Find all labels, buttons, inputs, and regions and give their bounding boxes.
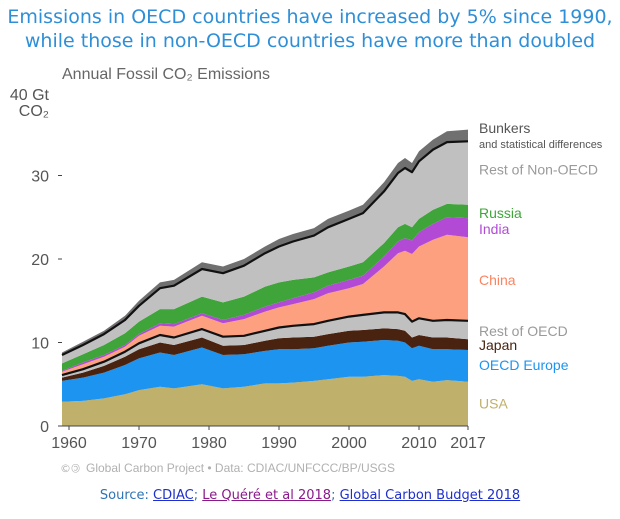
- y-axis-unit-bottom: CO₂: [19, 103, 49, 120]
- label-usa: USA: [479, 395, 508, 411]
- x-tick-label: 2017: [450, 435, 486, 452]
- label-bunkers: Bunkers: [479, 120, 530, 136]
- area-bunkers: [62, 129, 468, 355]
- non-bunker-total-line: [61, 140, 469, 356]
- chart-title: Annual Fossil CO₂ Emissions: [62, 66, 270, 83]
- headline-line-2: while those in non-OECD countries have m…: [24, 30, 596, 52]
- area-india: [62, 217, 468, 372]
- boundary-lines: [61, 140, 469, 377]
- area-japan: [62, 328, 468, 381]
- emissions-chart: Annual Fossil CO₂ Emissions 40 Gt CO₂ 01…: [10, 66, 603, 475]
- source-sep-2: ;: [331, 488, 340, 503]
- x-tick-label: 2000: [331, 435, 367, 452]
- source-sep-1: ;: [193, 488, 203, 503]
- x-tick-label: 1970: [121, 435, 157, 452]
- footer-text: Global Carbon Project • Data: CDIAC/UNFC…: [86, 461, 395, 475]
- y-tick-label: 10: [31, 336, 49, 353]
- footer-credit: ©🄯 Global Carbon Project • Data: CDIAC/U…: [60, 461, 395, 475]
- axes: 0 10 20 30 1960 1970 1980 1990 2000 2010 2017: [31, 169, 486, 453]
- y-tick-label: 0: [40, 419, 49, 436]
- x-tick-label: 1960: [51, 435, 87, 452]
- area-layers: [62, 129, 468, 426]
- x-tick-label: 1990: [261, 435, 297, 452]
- label-china: China: [479, 272, 516, 288]
- y-axis-unit-top: 40 Gt: [10, 87, 50, 104]
- area-rest-of-oecd: [62, 312, 468, 378]
- area-usa: [62, 375, 468, 426]
- oecd-total-line: [61, 311, 469, 377]
- label-bunkers-sub: and statistical differences: [479, 139, 603, 151]
- source-link-le-quere[interactable]: Le Quéré et al 2018: [202, 488, 332, 503]
- label-rest-of-non-oecd: Rest of Non-OECD: [479, 162, 598, 178]
- headline-line-1: Emissions in OECD countries have increas…: [7, 6, 613, 28]
- source-prefix: Source:: [99, 488, 154, 503]
- cc-license-icon: ©🄯: [60, 462, 80, 475]
- source-link-gcb[interactable]: Global Carbon Budget 2018: [339, 488, 521, 503]
- label-rest-of-oecd: Rest of OECD: [479, 323, 568, 339]
- area-oecd-europe: [62, 340, 468, 402]
- x-tick-label: 1980: [191, 435, 227, 452]
- label-india: India: [479, 221, 510, 237]
- area-rest-of-non-oecd: [62, 141, 468, 364]
- source-line: Source: CDIAC; Le Quéré et al 2018; Glob…: [0, 488, 620, 503]
- y-tick-label: 30: [31, 169, 49, 186]
- source-link-cdiac[interactable]: CDIAC: [153, 488, 194, 503]
- y-tick-label: 20: [31, 252, 49, 269]
- area-russia: [62, 203, 468, 371]
- label-japan: Japan: [479, 337, 517, 353]
- label-russia: Russia: [479, 205, 522, 221]
- label-oecd-europe: OECD Europe: [479, 357, 569, 373]
- x-tick-label: 2010: [401, 435, 437, 452]
